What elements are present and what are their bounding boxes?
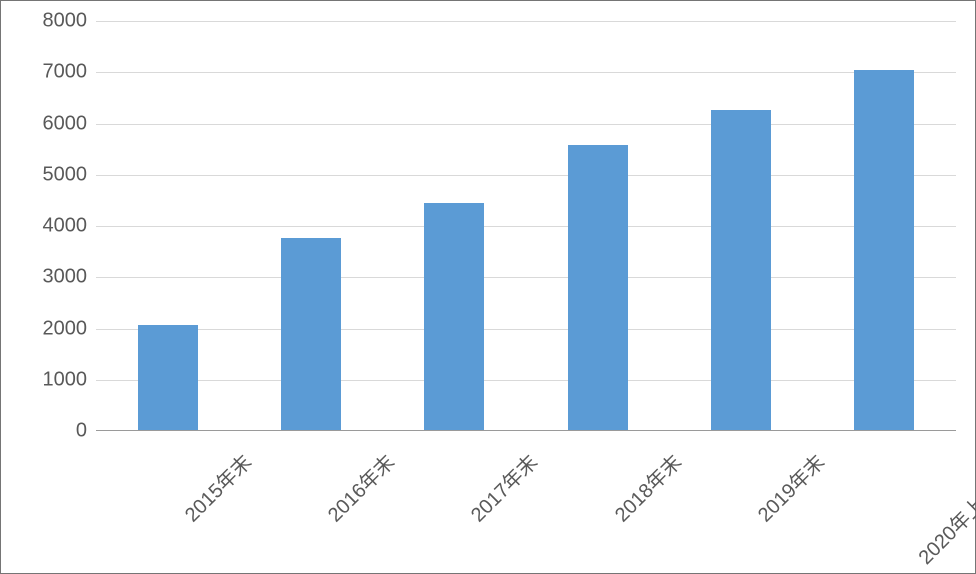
- y-tick-label: 5000: [17, 163, 87, 186]
- bar-slot: [526, 21, 669, 430]
- y-tick-label: 1000: [17, 368, 87, 391]
- y-tick-label: 0: [17, 420, 87, 443]
- bar: [854, 70, 914, 430]
- plot-area: [96, 21, 956, 431]
- bar-slot: [813, 21, 956, 430]
- y-tick-label: 4000: [17, 215, 87, 238]
- bar: [711, 110, 771, 430]
- x-tick-label: 2020年上半年末: [911, 447, 976, 570]
- y-tick-label: 8000: [17, 10, 87, 33]
- y-tick-label: 3000: [17, 266, 87, 289]
- bar: [281, 238, 341, 430]
- x-label-slot: 2016年末: [239, 439, 382, 569]
- bar: [568, 145, 628, 430]
- chart-container: 0 1000 2000 3000 4000 5000 6000 7000 8000 2015年末…: [0, 0, 976, 574]
- bars-group: [96, 21, 956, 430]
- x-label-slot: 2019年末: [669, 439, 812, 569]
- x-label-slot: 2017年末: [383, 439, 526, 569]
- x-label-slot: 2018年末: [526, 439, 669, 569]
- bar-slot: [669, 21, 812, 430]
- bar: [424, 203, 484, 430]
- x-label-slot: 2015年末: [96, 439, 239, 569]
- y-tick-label: 2000: [17, 317, 87, 340]
- y-tick-label: 7000: [17, 61, 87, 84]
- bar-slot: [383, 21, 526, 430]
- y-tick-label: 6000: [17, 112, 87, 135]
- bar-slot: [96, 21, 239, 430]
- bar-slot: [239, 21, 382, 430]
- bar: [138, 325, 198, 430]
- x-label-slot: 2020年上半年末: [813, 439, 956, 569]
- x-axis-labels: 2015年末2016年末2017年末2018年末2019年末2020年上半年末: [96, 439, 956, 569]
